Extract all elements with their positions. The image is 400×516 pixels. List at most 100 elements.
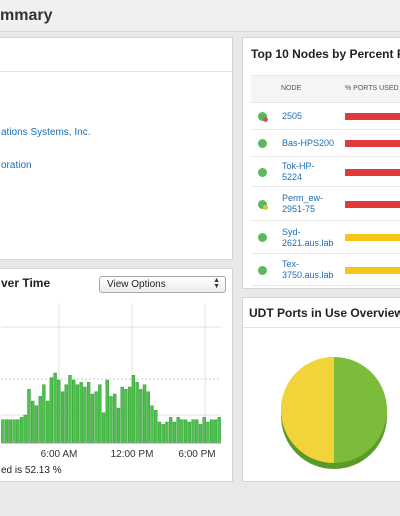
chart-bar — [42, 384, 46, 444]
chart-bar — [105, 379, 109, 444]
ports-used-bar — [345, 234, 400, 241]
chart-bar — [8, 419, 12, 444]
chart-bar — [150, 405, 154, 444]
table-row[interactable]: Perm_ew- 2951-75 — [251, 187, 400, 221]
chart-bar — [45, 400, 50, 444]
ports-over-time-title: ver Time — [1, 276, 51, 290]
table-row[interactable]: Syd- 2621.aus.lab — [251, 221, 400, 254]
chart-bar — [57, 379, 61, 444]
ports-used-bar — [345, 266, 400, 274]
table-row[interactable]: Tok-HP- 5224 — [251, 157, 400, 187]
column-header-node[interactable]: NODE — [281, 85, 302, 92]
chart-bar — [187, 421, 191, 444]
status-icon — [258, 265, 267, 275]
ports-over-time-header: ver Time View Options ▲ ▼ — [0, 269, 232, 299]
details-panel-header — [0, 38, 232, 72]
status-icon — [258, 112, 268, 122]
chart-bar — [86, 382, 91, 444]
organization-link[interactable]: oration — [1, 160, 32, 171]
table-row[interactable]: Bas-HPS200 — [251, 130, 400, 157]
node-link[interactable]: Tex- 3750.aus.lab — [282, 259, 334, 280]
pie-slice-used[interactable] — [281, 357, 334, 463]
chart-bar — [131, 375, 136, 444]
chart-bar — [4, 419, 9, 444]
chart-bar — [94, 391, 98, 444]
vendor-link[interactable]: ations Systems, Inc. — [1, 127, 91, 138]
chart-bar — [161, 424, 165, 444]
ports-used-bar — [345, 140, 400, 147]
chart-bar — [27, 389, 31, 444]
table-row[interactable]: Tex- 3750.aus.lab — [251, 254, 400, 286]
top-nodes-panel-header: Top 10 Nodes by Percent Po — [243, 38, 400, 61]
top-nodes-title: Top 10 Nodes by Percent Po — [251, 47, 400, 61]
chart-bar — [172, 421, 177, 444]
chart-bar — [68, 375, 72, 444]
chart-bar — [60, 391, 65, 444]
page-title: mmary — [0, 7, 53, 24]
chart-bar — [98, 384, 102, 444]
node-link[interactable]: Bas-HPS200 — [282, 138, 335, 148]
chart-bar — [31, 400, 35, 444]
chart-bar — [142, 384, 147, 444]
status-icon — [258, 199, 268, 210]
chart-bar — [127, 386, 132, 444]
chart-bar — [210, 419, 214, 444]
ports-used-bar — [345, 113, 400, 120]
chart-bar — [135, 382, 139, 444]
chart-bar — [83, 386, 87, 444]
view-options-label: View Options — [107, 279, 166, 290]
node-link[interactable]: Syd- 2621.aus.lab — [282, 226, 334, 248]
x-tick-label: 6:00 AM — [41, 449, 78, 460]
udt-pie-chart — [281, 357, 387, 469]
chart-bar — [53, 372, 57, 444]
chart-bar — [206, 421, 210, 444]
chart-bar — [116, 407, 121, 444]
chart-bar — [101, 412, 106, 444]
chart-bar — [195, 419, 199, 444]
chart-bar — [183, 419, 188, 444]
chart-bar — [202, 417, 206, 444]
udt-overview-header: UDT Ports in Use Overview — [243, 298, 400, 328]
view-options-select[interactable]: View Options ▲ ▼ — [99, 276, 226, 293]
ports-over-time-chart: 6:00 AM 12:00 PM 6:00 PM — [1, 303, 221, 460]
table-row[interactable]: 2505 — [251, 103, 400, 130]
chart-bar — [213, 419, 218, 444]
chart-bar — [146, 391, 150, 444]
select-arrows-icon: ▲ ▼ — [213, 277, 220, 290]
chart-bar — [124, 389, 128, 444]
x-tick-label: 12:00 PM — [111, 449, 154, 460]
node-link[interactable]: 2505 — [282, 111, 303, 121]
chart-bar — [79, 382, 83, 444]
chart-bar — [168, 417, 173, 444]
ports-used-summary: ed is 52.13 % — [1, 465, 62, 476]
ports-used-bar — [345, 200, 400, 208]
chart-bar — [157, 421, 162, 444]
chart-bar — [72, 379, 76, 444]
chart-bar — [176, 417, 180, 444]
chart-bar — [120, 386, 124, 444]
column-header-ports-used[interactable]: % PORTS USED — [345, 85, 399, 92]
chart-bar — [38, 396, 42, 444]
chart-bar — [165, 421, 169, 444]
pie-slice-available[interactable] — [334, 357, 387, 463]
x-tick-label: 6:00 PM — [178, 449, 215, 460]
chart-bar — [109, 396, 113, 444]
node-link[interactable]: Tok-HP- 5224 — [282, 161, 315, 182]
chart-bar — [217, 417, 221, 444]
chart-bar — [154, 410, 158, 444]
chart-bar — [1, 419, 5, 444]
ports-used-bar — [345, 168, 400, 176]
chart-bar — [180, 419, 184, 444]
status-icon — [258, 233, 267, 242]
chart-bar — [64, 384, 68, 444]
chart-bar — [113, 393, 117, 444]
ports-over-time-panel: ver Time View Options ▲ ▼ 6:00 AM 12:00 PM… — [0, 268, 233, 482]
udt-overview-panel: UDT Ports in Use Overview — [242, 297, 400, 482]
chart-bar — [34, 405, 39, 444]
chart-bar — [75, 384, 80, 444]
table-header: NODE % PORTS USED — [251, 75, 400, 103]
node-link[interactable]: Perm_ew- 2951-75 — [282, 193, 324, 214]
chart-bar — [198, 424, 203, 444]
udt-overview-title: UDT Ports in Use Overview — [249, 306, 400, 320]
chart-bar — [12, 419, 16, 444]
